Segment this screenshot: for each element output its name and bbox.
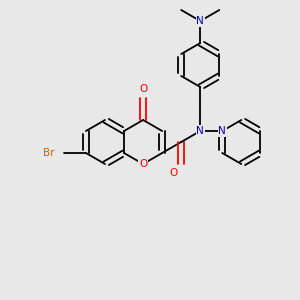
Text: O: O xyxy=(139,84,147,94)
Text: N: N xyxy=(196,16,204,26)
Text: O: O xyxy=(139,159,147,169)
Text: O: O xyxy=(169,168,177,178)
Text: N: N xyxy=(218,126,226,136)
Text: Br: Br xyxy=(44,148,55,158)
Text: N: N xyxy=(218,126,226,136)
Text: N: N xyxy=(196,126,204,136)
